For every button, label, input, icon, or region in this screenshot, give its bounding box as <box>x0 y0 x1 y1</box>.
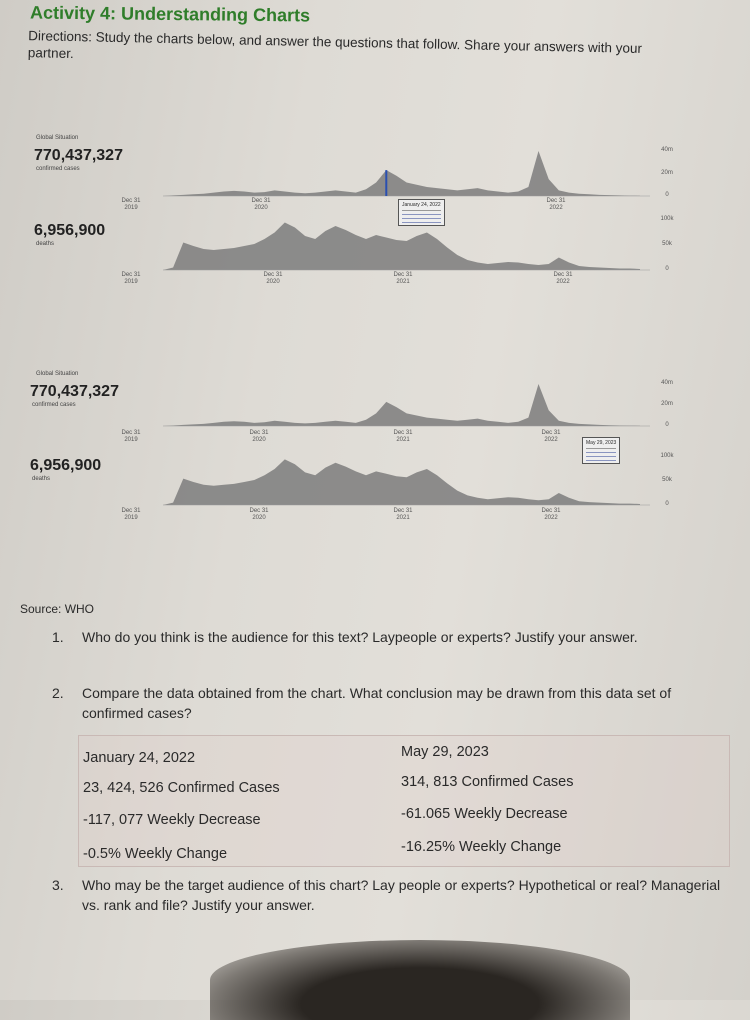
y-tick-label: 0 <box>665 422 669 428</box>
tooltip-date: May 29, 2023 <box>586 440 617 446</box>
right-decrease: -61.065 Weekly Decrease <box>401 806 568 822</box>
x-date-label: Dec 31 2019 <box>121 508 141 521</box>
x-date-label: Dec 31 2022 <box>541 508 561 521</box>
y-tick-label: 20m <box>661 401 673 407</box>
cases-label: confirmed cases <box>36 166 80 172</box>
question-number: 3. <box>52 877 64 893</box>
right-change: -16.25% Weekly Change <box>401 839 562 855</box>
y-tick-label: 0 <box>665 501 669 507</box>
x-date-label: Dec 31 2021 <box>393 508 413 521</box>
y-tick-label: 40m <box>661 147 673 153</box>
photo-shadow <box>210 940 630 1020</box>
cases-label: confirmed cases <box>32 402 76 408</box>
x-date-label: Dec 31 2021 <box>393 272 413 285</box>
x-date-label: Dec 31 2022 <box>541 430 561 443</box>
x-date-label: Dec 31 2021 <box>393 430 413 443</box>
question-text: Compare the data obtained from the chart… <box>82 685 672 721</box>
right-cases: 314, 813 Confirmed Cases <box>401 774 574 790</box>
y-tick-label: 40m <box>661 380 673 386</box>
x-date-label: Dec 31 2020 <box>251 198 271 211</box>
y-tick-label: 0 <box>665 266 669 272</box>
cases-area <box>163 384 640 426</box>
question-1: 1. Who do you think is the audience for … <box>52 627 712 647</box>
question-text: Who may be the target audience of this c… <box>82 877 721 913</box>
cases-area <box>163 151 640 196</box>
section-label: Global Situation <box>36 371 79 377</box>
deaths-label: deaths <box>36 241 55 247</box>
x-date-label: Dec 31 2019 <box>121 198 141 211</box>
source: Source: WHO <box>20 602 95 616</box>
left-decrease: -117, 077 Weekly Decrease <box>83 812 261 828</box>
question-text: Who do you think is the audience for thi… <box>82 629 638 645</box>
x-date-label: Dec 31 2022 <box>546 198 566 211</box>
x-date-label: Dec 31 2019 <box>121 430 141 443</box>
left-date: January 24, 2022 <box>83 750 196 766</box>
y-tick-label: 50k <box>662 477 672 483</box>
y-tick-label: 100k <box>660 453 674 459</box>
question-number: 2. <box>52 685 64 701</box>
cases-total: 770,437,327 <box>34 147 123 164</box>
y-tick-label: 50k <box>662 241 672 247</box>
left-cases: 23, 424, 526 Confirmed Cases <box>83 780 280 796</box>
deaths-label: deaths <box>32 476 51 482</box>
left-change: -0.5% Weekly Change <box>83 846 228 862</box>
y-tick-label: 20m <box>661 169 673 176</box>
deaths-total: 6,956,900 <box>30 457 102 474</box>
x-date-label: Dec 31 2022 <box>553 272 573 285</box>
tooltip-jan-2022: January 24, 2022 <box>398 199 445 226</box>
tooltip-may-2023: May 29, 2023 <box>582 437 621 464</box>
x-date-label: Dec 31 2020 <box>263 272 283 285</box>
x-date-label: Dec 31 2019 <box>121 272 141 285</box>
y-tick-label: 100k <box>660 216 674 222</box>
deaths-area <box>163 459 640 505</box>
question-2: 2. Compare the data obtained from the ch… <box>52 683 722 721</box>
y-tick-label: 0 <box>665 192 669 198</box>
x-date-label: Dec 31 2020 <box>249 430 269 443</box>
x-date-label: Dec 31 2020 <box>249 508 269 521</box>
tooltip-date: January 24, 2022 <box>402 202 441 208</box>
right-date: May 29, 2023 <box>401 744 489 760</box>
cases-total: 770,437,327 <box>30 383 119 400</box>
section-label: Global Situation <box>36 135 79 141</box>
question-3: 3. Who may be the target audience of thi… <box>52 875 732 913</box>
comparison-table: January 24, 2022 23, 424, 526 Confirmed … <box>78 735 730 867</box>
question-number: 1. <box>52 629 64 645</box>
deaths-area <box>163 222 640 270</box>
deaths-total: 6,956,900 <box>34 222 106 239</box>
